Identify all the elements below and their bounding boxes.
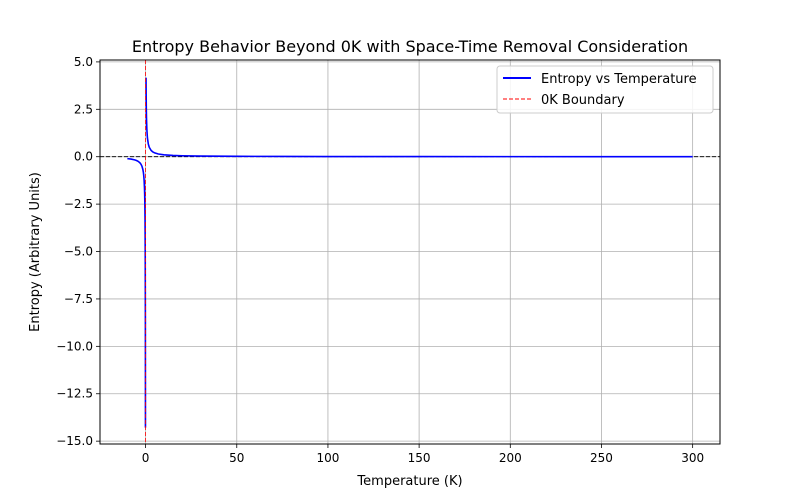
- legend-box: [496, 65, 714, 114]
- y-tick-label: 5.0: [74, 55, 93, 69]
- entropy-curve-segment: [145, 77, 693, 158]
- y-axis-label: Entropy (Arbitrary Units): [28, 172, 43, 332]
- y-tick-label: −12.5: [56, 387, 93, 401]
- legend: Entropy vs Temperature 0K Boundary: [496, 65, 714, 114]
- y-tick-label: −7.5: [64, 292, 93, 306]
- x-tick-label: 300: [681, 451, 704, 465]
- x-axis-label: Temperature (K): [356, 474, 462, 489]
- entropy-curve-segment: [127, 157, 147, 428]
- y-tick-label: −10.0: [56, 339, 93, 353]
- x-tick-label: 200: [499, 451, 522, 465]
- y-tick-label: −5.0: [64, 245, 93, 259]
- x-tick-label: 250: [590, 451, 613, 465]
- plot-frame: [99, 59, 721, 445]
- x-tick-label: 0: [142, 451, 150, 465]
- chart-title: Entropy Behavior Beyond 0K with Space-Ti…: [132, 37, 688, 56]
- plot-series: [127, 60, 693, 444]
- legend-label-entropy: Entropy vs Temperature: [541, 72, 697, 87]
- x-tick-label: 50: [229, 451, 244, 465]
- axis-ticks: 0 50 100 150 200 250 300 −15.0 −12.5 −10.0 −7.5 −5.…: [56, 55, 704, 465]
- y-tick-label: −15.0: [56, 434, 93, 448]
- x-tick-label: 100: [316, 451, 339, 465]
- y-tick-label: 0.0: [74, 150, 93, 164]
- legend-label-0k-boundary: 0K Boundary: [541, 93, 625, 108]
- y-tick-label: −2.5: [64, 197, 93, 211]
- x-tick-label: 150: [408, 451, 431, 465]
- y-tick-label: 2.5: [74, 102, 93, 116]
